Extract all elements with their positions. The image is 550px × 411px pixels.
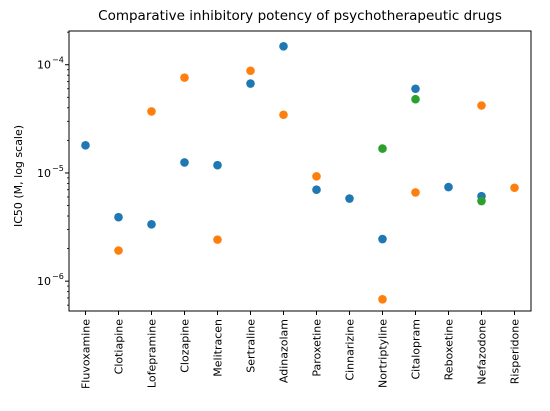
data-point — [81, 141, 90, 150]
data-point — [246, 79, 255, 88]
x-tick-label: Nefazodone — [476, 319, 489, 385]
data-point — [312, 172, 321, 181]
data-point — [378, 234, 387, 244]
data-point — [345, 194, 354, 203]
x-axis-ticks: Fluvoxamine Clotiapine Lofepramine Clozapin… — [80, 311, 522, 389]
x-tick-label: Cinnarizine — [344, 319, 357, 381]
x-tick-label: Citalopram — [410, 319, 423, 380]
x-tick-label: Paroxetine — [311, 319, 324, 377]
data-point — [180, 158, 189, 167]
data-point — [510, 183, 519, 193]
y-tick-base: 10 — [37, 167, 51, 180]
data-point — [147, 220, 156, 229]
x-tick-label: Reboxetine — [443, 319, 456, 381]
x-tick-label: Adinazolam — [278, 319, 291, 383]
data-point — [378, 294, 387, 304]
data-point — [312, 185, 321, 195]
data-point — [213, 235, 222, 244]
y-tick-base: 10 — [37, 275, 51, 288]
data-point — [477, 101, 486, 110]
data-point — [246, 66, 255, 76]
chart-title: Comparative inhibitory potency of psycho… — [98, 8, 502, 24]
x-tick-label: Nortriptyline — [377, 319, 390, 388]
data-point — [213, 160, 222, 170]
y-axis-ticks: 10−610−510−4 — [37, 31, 69, 306]
y-tick-label: 10 — [37, 275, 51, 288]
y-tick-exponent: −6 — [52, 272, 64, 281]
data-point — [378, 144, 387, 153]
data-point — [444, 182, 453, 192]
data-point — [411, 94, 420, 104]
y-tick-exponent: −4 — [52, 56, 64, 65]
y-tick-label: 10 — [37, 167, 51, 180]
data-point — [147, 107, 156, 116]
y-axis-label: IC50 (M, log scale) — [12, 125, 25, 227]
x-tick-label: Clotiapine — [113, 319, 126, 375]
x-tick-label: Lofepramine — [146, 319, 159, 388]
x-tick-label: Melitracen — [212, 319, 225, 377]
x-tick-label: Risperidone — [509, 319, 522, 384]
data-point — [279, 42, 288, 51]
x-tick-label: Fluvoxamine — [80, 319, 93, 389]
data-point — [411, 188, 420, 197]
data-point — [279, 110, 288, 120]
data-point — [477, 196, 486, 206]
x-tick-label: Sertraline — [245, 319, 258, 373]
data-points — [81, 42, 519, 304]
x-tick-label: Clozapine — [179, 319, 192, 373]
data-point — [114, 212, 123, 222]
y-tick-exponent: −5 — [52, 164, 64, 173]
y-tick-base: 10 — [37, 59, 51, 72]
data-point — [180, 73, 189, 82]
data-point — [114, 246, 123, 255]
y-tick-label: 10 — [37, 59, 51, 72]
plot-area — [68, 30, 532, 312]
data-point — [411, 84, 420, 94]
